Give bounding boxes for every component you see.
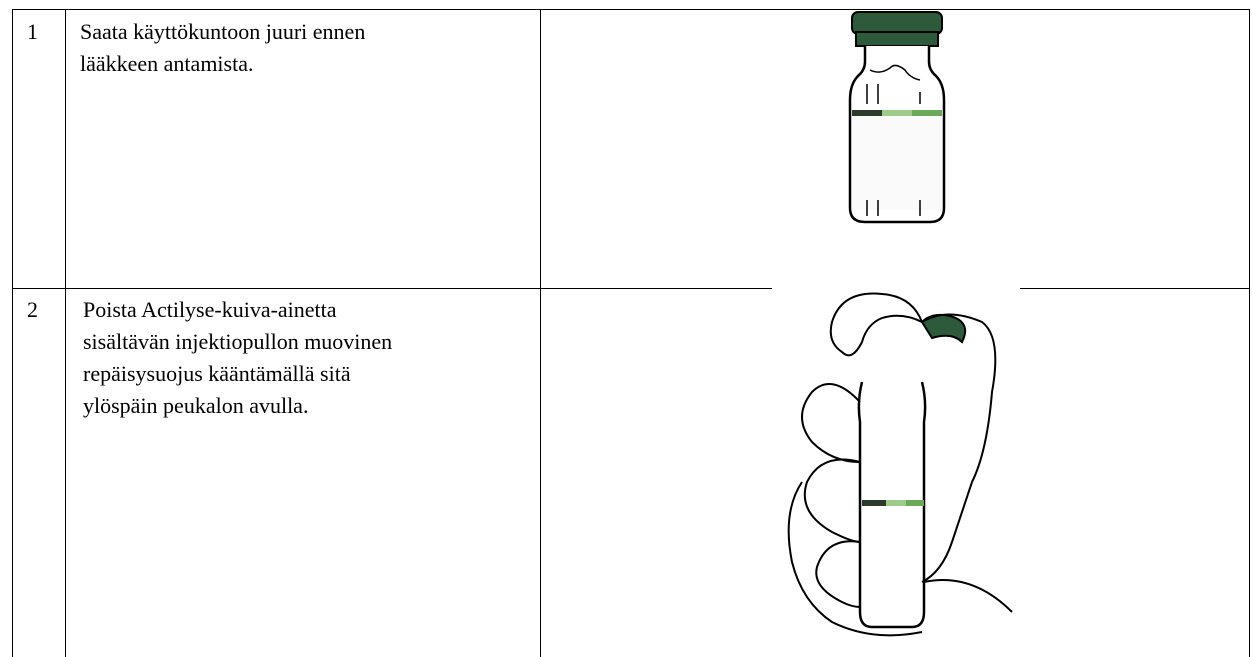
text-line: sisältävän injektiopullon muovinen <box>83 329 393 354</box>
step-text: Saata käyttökuntoon juuri ennen lääkkeen… <box>80 16 365 80</box>
border <box>12 288 1250 289</box>
hand-vial-illustration <box>772 288 1020 657</box>
vial-illustration <box>770 10 1026 287</box>
text-line: repäisysuojus kääntämällä sitä <box>83 361 351 386</box>
text-line: ylöspäin peukalon avulla. <box>83 393 309 418</box>
border <box>12 9 1250 10</box>
step-number: 1 <box>27 19 38 44</box>
border <box>1249 9 1250 657</box>
border <box>12 9 13 657</box>
text-line: lääkkeen antamista. <box>80 51 254 76</box>
border <box>540 9 541 657</box>
border <box>65 9 66 657</box>
step-number: 2 <box>27 297 38 322</box>
text-line: Poista Actilyse-kuiva-ainetta <box>83 297 337 322</box>
text-line: Saata käyttökuntoon juuri ennen <box>80 19 366 44</box>
step-text: Poista Actilyse-kuiva-ainetta sisältävän… <box>83 294 392 422</box>
